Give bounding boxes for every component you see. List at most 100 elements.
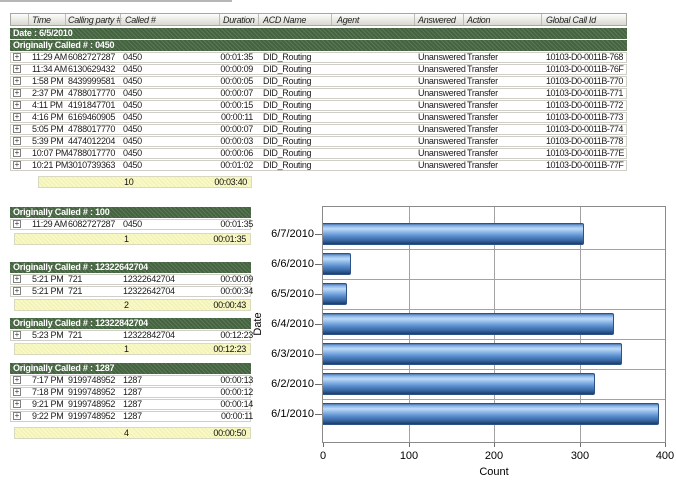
expand-row-button[interactable]: + bbox=[13, 52, 21, 61]
cell-action: Transfer bbox=[467, 76, 498, 86]
cell-action: Transfer bbox=[467, 148, 498, 158]
x-axis-title: Count bbox=[479, 466, 509, 478]
table-row: +7:17 PM 9199748952 1287 00:00:13 bbox=[10, 375, 253, 386]
cell-called: 0450 bbox=[123, 219, 142, 229]
cell-calling-party: 9199748952 bbox=[68, 387, 116, 397]
expand-row-button[interactable]: + bbox=[13, 219, 21, 228]
expand-row-button[interactable]: + bbox=[13, 399, 21, 408]
table-row: +9:22 PM 9199748952 1287 00:00:11 bbox=[10, 411, 253, 422]
tick-mark bbox=[315, 294, 322, 295]
table-row: +11:29 AM 6082727287 0450 00:01:35 bbox=[10, 219, 253, 230]
tick-mark bbox=[315, 414, 322, 415]
y-tick-label: 6/2/2010 bbox=[271, 378, 314, 390]
table-row: +11:34 AM 6130629432 0450 00:00:09 DID_Routi… bbox=[10, 64, 627, 75]
expand-row-button[interactable]: + bbox=[13, 76, 21, 85]
column-header-row: Time Calling party # Called # Duration ACD N… bbox=[10, 13, 627, 26]
cell-called: 1287 bbox=[123, 411, 142, 421]
cell-time: 7:17 PM bbox=[32, 375, 64, 385]
cell-calling-party: 4788017770 bbox=[68, 148, 116, 158]
column-divider bbox=[463, 14, 464, 25]
column-divider bbox=[120, 14, 121, 25]
cell-answered: Unanswered bbox=[418, 124, 466, 134]
cell-action: Transfer bbox=[467, 64, 498, 74]
expand-row-button[interactable]: + bbox=[13, 88, 21, 97]
expand-row-button[interactable]: + bbox=[13, 387, 21, 396]
cell-acd-name: DID_Routing bbox=[263, 100, 312, 110]
y-tick-label: 6/7/2010 bbox=[271, 228, 314, 240]
expand-row-button[interactable]: + bbox=[13, 124, 21, 133]
cell-acd-name: DID_Routing bbox=[263, 148, 312, 158]
table-row: +7:18 PM 9199748952 1287 00:00:12 bbox=[10, 387, 253, 398]
cell-duration: 00:00:09 bbox=[220, 274, 253, 284]
cell-called: 12322642704 bbox=[123, 286, 175, 296]
expand-row-button[interactable]: + bbox=[13, 411, 21, 420]
tick-mark bbox=[409, 443, 410, 447]
cell-action: Transfer bbox=[467, 124, 498, 134]
expand-row-button[interactable]: + bbox=[13, 64, 21, 73]
column-header-duration: Duration bbox=[223, 15, 255, 25]
section-header: Originally Called # : 12322642704 bbox=[10, 262, 251, 273]
column-header-calling-party: Calling party # bbox=[68, 15, 122, 25]
table-row: +5:21 PM 721 12322642704 00:00:09 bbox=[10, 274, 253, 285]
cell-calling-party: 721 bbox=[68, 286, 83, 296]
cell-calling-party: 6169460905 bbox=[68, 112, 116, 122]
summary-duration: 00:00:50 bbox=[213, 428, 246, 438]
cell-global-call-id: 10103-D0-0011B-768 bbox=[546, 52, 623, 62]
table-row: +2:37 PM 4788017770 0450 00:00:07 DID_Routin… bbox=[10, 88, 627, 99]
cell-acd-name: DID_Routing bbox=[263, 124, 312, 134]
cell-called: 0450 bbox=[123, 136, 142, 146]
column-divider bbox=[219, 14, 220, 25]
cell-called: 0450 bbox=[123, 124, 142, 134]
section-header: Originally Called # : 100 bbox=[10, 207, 251, 218]
tick-mark bbox=[315, 384, 322, 385]
cell-time: 9:22 PM bbox=[32, 411, 64, 421]
table-row: +9:21 PM 9199748952 1287 00:00:14 bbox=[10, 399, 253, 410]
column-header-agent: Agent bbox=[337, 15, 360, 25]
summary-count: 10 bbox=[124, 177, 134, 187]
chart-bar bbox=[323, 253, 351, 275]
cell-global-call-id: 10103-D0-0011B-770 bbox=[546, 76, 623, 86]
cell-answered: Unanswered bbox=[418, 64, 466, 74]
cell-calling-party: 721 bbox=[68, 274, 83, 284]
cell-calling-party: 9199748952 bbox=[68, 411, 116, 421]
cell-duration: 00:00:06 bbox=[220, 148, 253, 158]
table-row: +5:23 PM 721 12322842704 00:12:23 bbox=[10, 330, 253, 341]
gridline bbox=[323, 399, 665, 400]
cell-time: 10:21 PM bbox=[32, 160, 69, 170]
cell-duration: 00:01:35 bbox=[220, 219, 253, 229]
expand-row-button[interactable]: + bbox=[13, 148, 21, 157]
y-axis-title: Date bbox=[252, 312, 264, 336]
gridline bbox=[323, 339, 665, 340]
cell-answered: Unanswered bbox=[418, 136, 466, 146]
cell-duration: 00:01:02 bbox=[220, 160, 253, 170]
cell-called: 1287 bbox=[123, 399, 142, 409]
gridline bbox=[323, 249, 665, 250]
cell-calling-party: 4474012204 bbox=[68, 136, 116, 146]
expand-row-button[interactable]: + bbox=[13, 286, 21, 295]
tick-mark bbox=[323, 443, 324, 447]
gridline bbox=[323, 279, 665, 280]
cell-calling-party: 9199748952 bbox=[68, 399, 116, 409]
cell-acd-name: DID_Routing bbox=[263, 112, 312, 122]
table-row: +5:39 PM 4474012204 0450 00:00:03 DID_Routin… bbox=[10, 136, 627, 147]
expand-row-button[interactable]: + bbox=[13, 330, 21, 339]
table-row: +11:29 AM 6082727287 0450 00:01:35 DID_Routi… bbox=[10, 52, 627, 63]
cell-global-call-id: 10103-D0-0011B-778 bbox=[546, 136, 623, 146]
cell-duration: 00:00:03 bbox=[220, 136, 253, 146]
expand-row-button[interactable]: + bbox=[13, 375, 21, 384]
summary-count: 2 bbox=[124, 300, 129, 310]
cell-time: 2:37 PM bbox=[32, 88, 64, 98]
cell-calling-party: 6082727287 bbox=[68, 219, 116, 229]
gridline bbox=[323, 309, 665, 310]
cell-time: 5:39 PM bbox=[32, 136, 64, 146]
group-summary-row: 1 00:01:35 bbox=[14, 233, 251, 245]
summary-count: 1 bbox=[124, 234, 129, 244]
cell-called: 1287 bbox=[123, 387, 142, 397]
expand-row-button[interactable]: + bbox=[13, 112, 21, 121]
expand-row-button[interactable]: + bbox=[13, 100, 21, 109]
expand-row-button[interactable]: + bbox=[13, 160, 21, 169]
x-tick-label: 0 bbox=[319, 450, 327, 462]
expand-row-button[interactable]: + bbox=[13, 274, 21, 283]
expand-row-button[interactable]: + bbox=[13, 136, 21, 145]
column-header-time: Time bbox=[32, 15, 51, 25]
